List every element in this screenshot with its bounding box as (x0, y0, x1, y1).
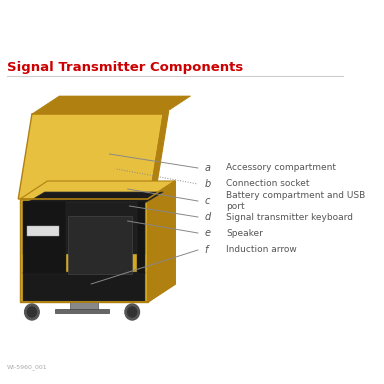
Polygon shape (18, 114, 163, 199)
Polygon shape (55, 309, 109, 313)
Text: Speaker: Speaker (226, 228, 263, 237)
Polygon shape (27, 226, 59, 236)
Text: Connection socket: Connection socket (226, 179, 310, 189)
Text: f: f (204, 245, 208, 255)
Polygon shape (20, 181, 175, 199)
Text: d: d (204, 212, 210, 222)
Text: Signal transmitter keyboard: Signal transmitter keyboard (226, 212, 353, 222)
Text: Accessory compartment: Accessory compartment (226, 164, 336, 172)
Text: WI-5960_001: WI-5960_001 (7, 364, 48, 370)
Text: b: b (204, 179, 210, 189)
Circle shape (27, 307, 36, 317)
Polygon shape (137, 201, 145, 274)
Text: Signal Transmitter Components: Signal Transmitter Components (7, 61, 243, 74)
Text: a: a (204, 163, 210, 173)
Polygon shape (149, 111, 169, 199)
Polygon shape (70, 302, 98, 310)
Polygon shape (20, 199, 148, 302)
Text: e: e (204, 228, 210, 238)
Circle shape (125, 304, 139, 320)
Circle shape (25, 304, 39, 320)
Polygon shape (25, 192, 163, 204)
Polygon shape (23, 272, 145, 301)
Polygon shape (68, 216, 132, 274)
Text: Battery compartment and USB
port: Battery compartment and USB port (226, 191, 366, 211)
Polygon shape (23, 201, 66, 274)
Polygon shape (32, 96, 190, 114)
Circle shape (127, 307, 137, 317)
Polygon shape (23, 202, 145, 254)
Text: c: c (204, 196, 210, 206)
Polygon shape (148, 181, 175, 302)
Text: Induction arrow: Induction arrow (226, 245, 297, 255)
